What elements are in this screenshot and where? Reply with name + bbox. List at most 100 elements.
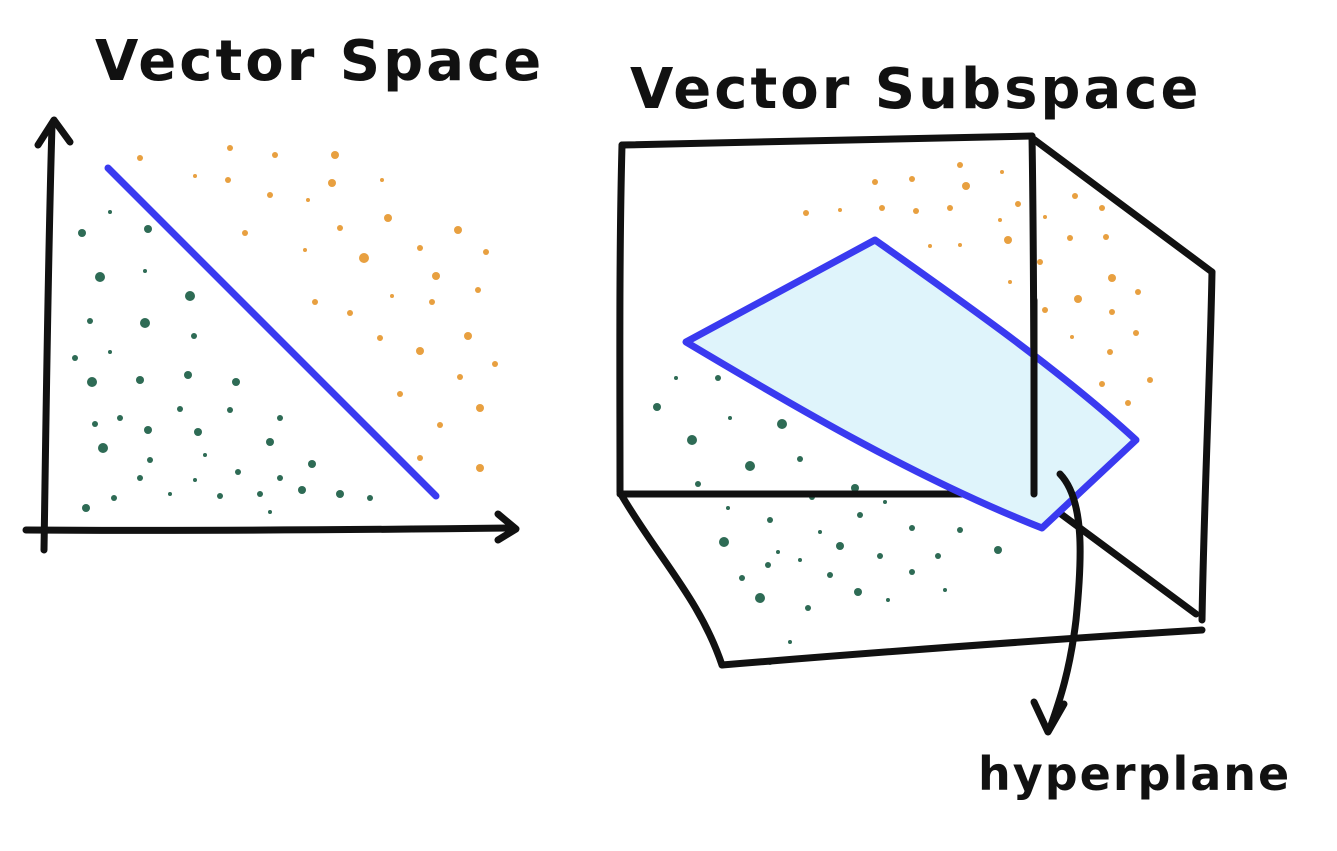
class-a-point xyxy=(943,588,947,592)
class-a-point xyxy=(232,378,240,386)
pointer-arrowhead xyxy=(1030,698,1068,736)
class-a-point xyxy=(177,406,183,412)
class-a-point xyxy=(184,371,192,379)
class-b-point xyxy=(454,226,462,234)
class-b-point xyxy=(417,455,423,461)
class-a-point xyxy=(72,355,78,361)
class-b-point xyxy=(303,248,307,252)
right-class-b-points xyxy=(803,162,1153,406)
class-a-point xyxy=(266,438,274,446)
class-b-point xyxy=(416,347,424,355)
class-a-point xyxy=(776,550,780,554)
class-a-point xyxy=(298,486,306,494)
class-a-point xyxy=(728,416,732,420)
class-b-point xyxy=(1099,381,1105,387)
class-a-point xyxy=(277,475,283,481)
class-b-point xyxy=(1008,280,1012,284)
class-b-point xyxy=(1125,400,1131,406)
class-a-point xyxy=(217,493,223,499)
class-a-point xyxy=(739,575,745,581)
cube-left-front-edge xyxy=(616,141,626,496)
class-a-point xyxy=(788,640,792,644)
class-a-point xyxy=(695,481,701,487)
class-a-point xyxy=(108,350,112,354)
class-b-point xyxy=(879,205,885,211)
class-a-point xyxy=(797,456,803,462)
class-b-point xyxy=(962,182,970,190)
left-class-b-points xyxy=(137,145,498,472)
class-a-point xyxy=(117,415,123,421)
class-b-point xyxy=(1135,289,1141,295)
class-a-point xyxy=(98,443,108,453)
class-a-point xyxy=(715,375,721,381)
class-b-point xyxy=(429,299,435,305)
class-b-point xyxy=(483,249,489,255)
class-b-point xyxy=(1108,274,1116,282)
class-a-point xyxy=(367,495,373,501)
cube-top-front-edge xyxy=(618,132,1036,149)
class-b-point xyxy=(1099,205,1105,211)
class-b-point xyxy=(1067,235,1073,241)
class-b-point xyxy=(1133,330,1139,336)
class-b-point xyxy=(225,177,231,183)
class-b-point xyxy=(1072,193,1078,199)
right-panel-title: Vector Subspace xyxy=(630,57,1201,122)
class-b-point xyxy=(312,299,318,305)
class-a-point xyxy=(194,428,202,436)
pointer-arrow-shaft xyxy=(1046,470,1084,732)
class-a-point xyxy=(857,512,863,518)
class-b-point xyxy=(306,198,310,202)
class-a-point xyxy=(909,525,915,531)
class-b-point xyxy=(328,179,336,187)
y-axis xyxy=(40,121,56,554)
class-b-point xyxy=(947,205,953,211)
class-b-point xyxy=(998,218,1002,222)
hyperplane-fill xyxy=(686,240,1136,528)
class-a-point xyxy=(726,506,730,510)
class-a-point xyxy=(854,588,862,596)
class-b-point xyxy=(928,244,932,248)
class-a-point xyxy=(87,377,97,387)
cube-top-depth-edge xyxy=(1028,134,1216,276)
class-a-point xyxy=(277,415,283,421)
class-a-point xyxy=(777,419,787,429)
class-b-point xyxy=(476,464,484,472)
class-a-point xyxy=(805,605,811,611)
class-b-point xyxy=(492,361,498,367)
class-b-point xyxy=(958,243,962,247)
class-b-point xyxy=(242,230,248,236)
class-b-point xyxy=(1015,201,1021,207)
class-b-point xyxy=(1074,295,1082,303)
class-a-point xyxy=(909,569,915,575)
class-a-point xyxy=(877,553,883,559)
class-a-point xyxy=(147,457,153,463)
class-b-point xyxy=(957,162,963,168)
class-b-point xyxy=(1147,377,1153,383)
class-b-point xyxy=(1103,234,1109,240)
class-b-point xyxy=(1042,307,1048,313)
hyperplane-pointer xyxy=(1030,470,1084,736)
left-class-a-points xyxy=(72,210,373,514)
class-a-point xyxy=(143,269,147,273)
x-axis-arrowhead xyxy=(494,510,520,544)
class-b-point xyxy=(476,404,484,412)
hyperplane-label: hyperplane xyxy=(978,747,1291,801)
class-a-point xyxy=(268,510,272,514)
class-a-point xyxy=(257,491,263,497)
class-a-point xyxy=(798,558,802,562)
class-b-point xyxy=(359,253,369,263)
class-a-point xyxy=(994,546,1002,554)
class-a-point xyxy=(818,530,822,534)
class-a-point xyxy=(308,460,316,468)
class-a-point xyxy=(193,478,197,482)
class-b-point xyxy=(1107,349,1113,355)
class-a-point xyxy=(235,469,241,475)
cube-bottom-back-edge xyxy=(718,626,1206,669)
class-b-point xyxy=(1004,236,1012,244)
class-a-point xyxy=(87,318,93,324)
class-a-point xyxy=(136,376,144,384)
hyperplane-outline xyxy=(682,236,1140,532)
class-a-point xyxy=(719,537,729,547)
class-b-point xyxy=(437,422,443,428)
class-a-point xyxy=(185,291,195,301)
